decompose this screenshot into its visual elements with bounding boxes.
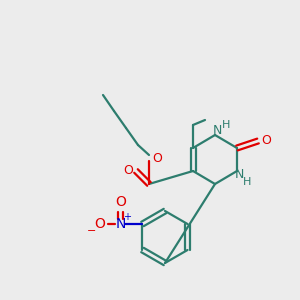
Text: O: O <box>94 217 105 231</box>
Text: H: H <box>243 177 251 187</box>
Text: O: O <box>152 152 162 164</box>
Text: N: N <box>212 124 222 137</box>
Text: H: H <box>222 120 230 130</box>
Text: O: O <box>123 164 133 178</box>
Text: N: N <box>234 169 244 182</box>
Text: N: N <box>115 217 126 231</box>
Text: O: O <box>261 134 271 148</box>
Text: +: + <box>124 212 131 222</box>
Text: O: O <box>115 195 126 209</box>
Text: −: − <box>87 226 96 236</box>
